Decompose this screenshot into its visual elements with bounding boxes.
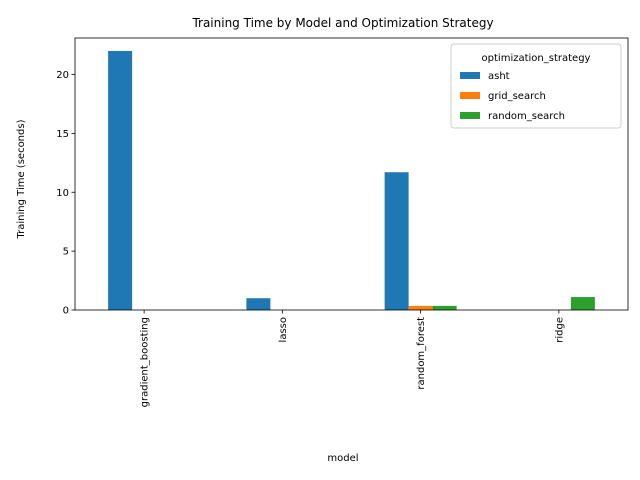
- x-tick-label-lasso: lasso: [278, 317, 289, 342]
- x-axis-label: model: [327, 453, 358, 464]
- legend-swatch-random_search: [460, 112, 480, 119]
- y-axis-label: Training Time (seconds): [16, 119, 27, 239]
- y-tick-label-5: 5: [63, 247, 69, 258]
- y-tick-label-15: 15: [56, 129, 69, 140]
- plot-area: 0 5 10 15 20 gradient_boosting lasso random_for…: [56, 37, 629, 407]
- legend-label-grid_search: grid_search: [488, 91, 546, 102]
- legend-title: optimization_strategy: [482, 53, 591, 64]
- legend-swatch-grid_search: [460, 92, 480, 99]
- bar-grid_search-random_forest: [408, 305, 433, 310]
- y-tick-label-10: 10: [56, 188, 69, 199]
- x-tick-label-ridge: ridge: [554, 317, 565, 343]
- y-tick-label-0: 0: [63, 306, 69, 317]
- legend-swatch-asht: [460, 72, 480, 79]
- plot-frame: [74, 37, 629, 311]
- x-tick-label-random_forest: random_forest: [416, 317, 427, 390]
- bar-asht-random_forest: [384, 172, 409, 310]
- x-tick-label-gradient_boosting: gradient_boosting: [140, 317, 151, 407]
- bar-asht-lasso: [246, 298, 271, 310]
- legend-label-random_search: random_search: [488, 111, 565, 122]
- legend-box: [450, 43, 622, 129]
- chart-title: Training Time by Model and Optimization …: [191, 16, 493, 30]
- y-tick-label-20: 20: [56, 70, 69, 81]
- bar-random_search-ridge: [570, 297, 595, 310]
- legend-label-asht: asht: [488, 71, 510, 82]
- bar-random_search-random_forest: [432, 305, 457, 310]
- bar-asht-gradient_boosting: [108, 50, 133, 310]
